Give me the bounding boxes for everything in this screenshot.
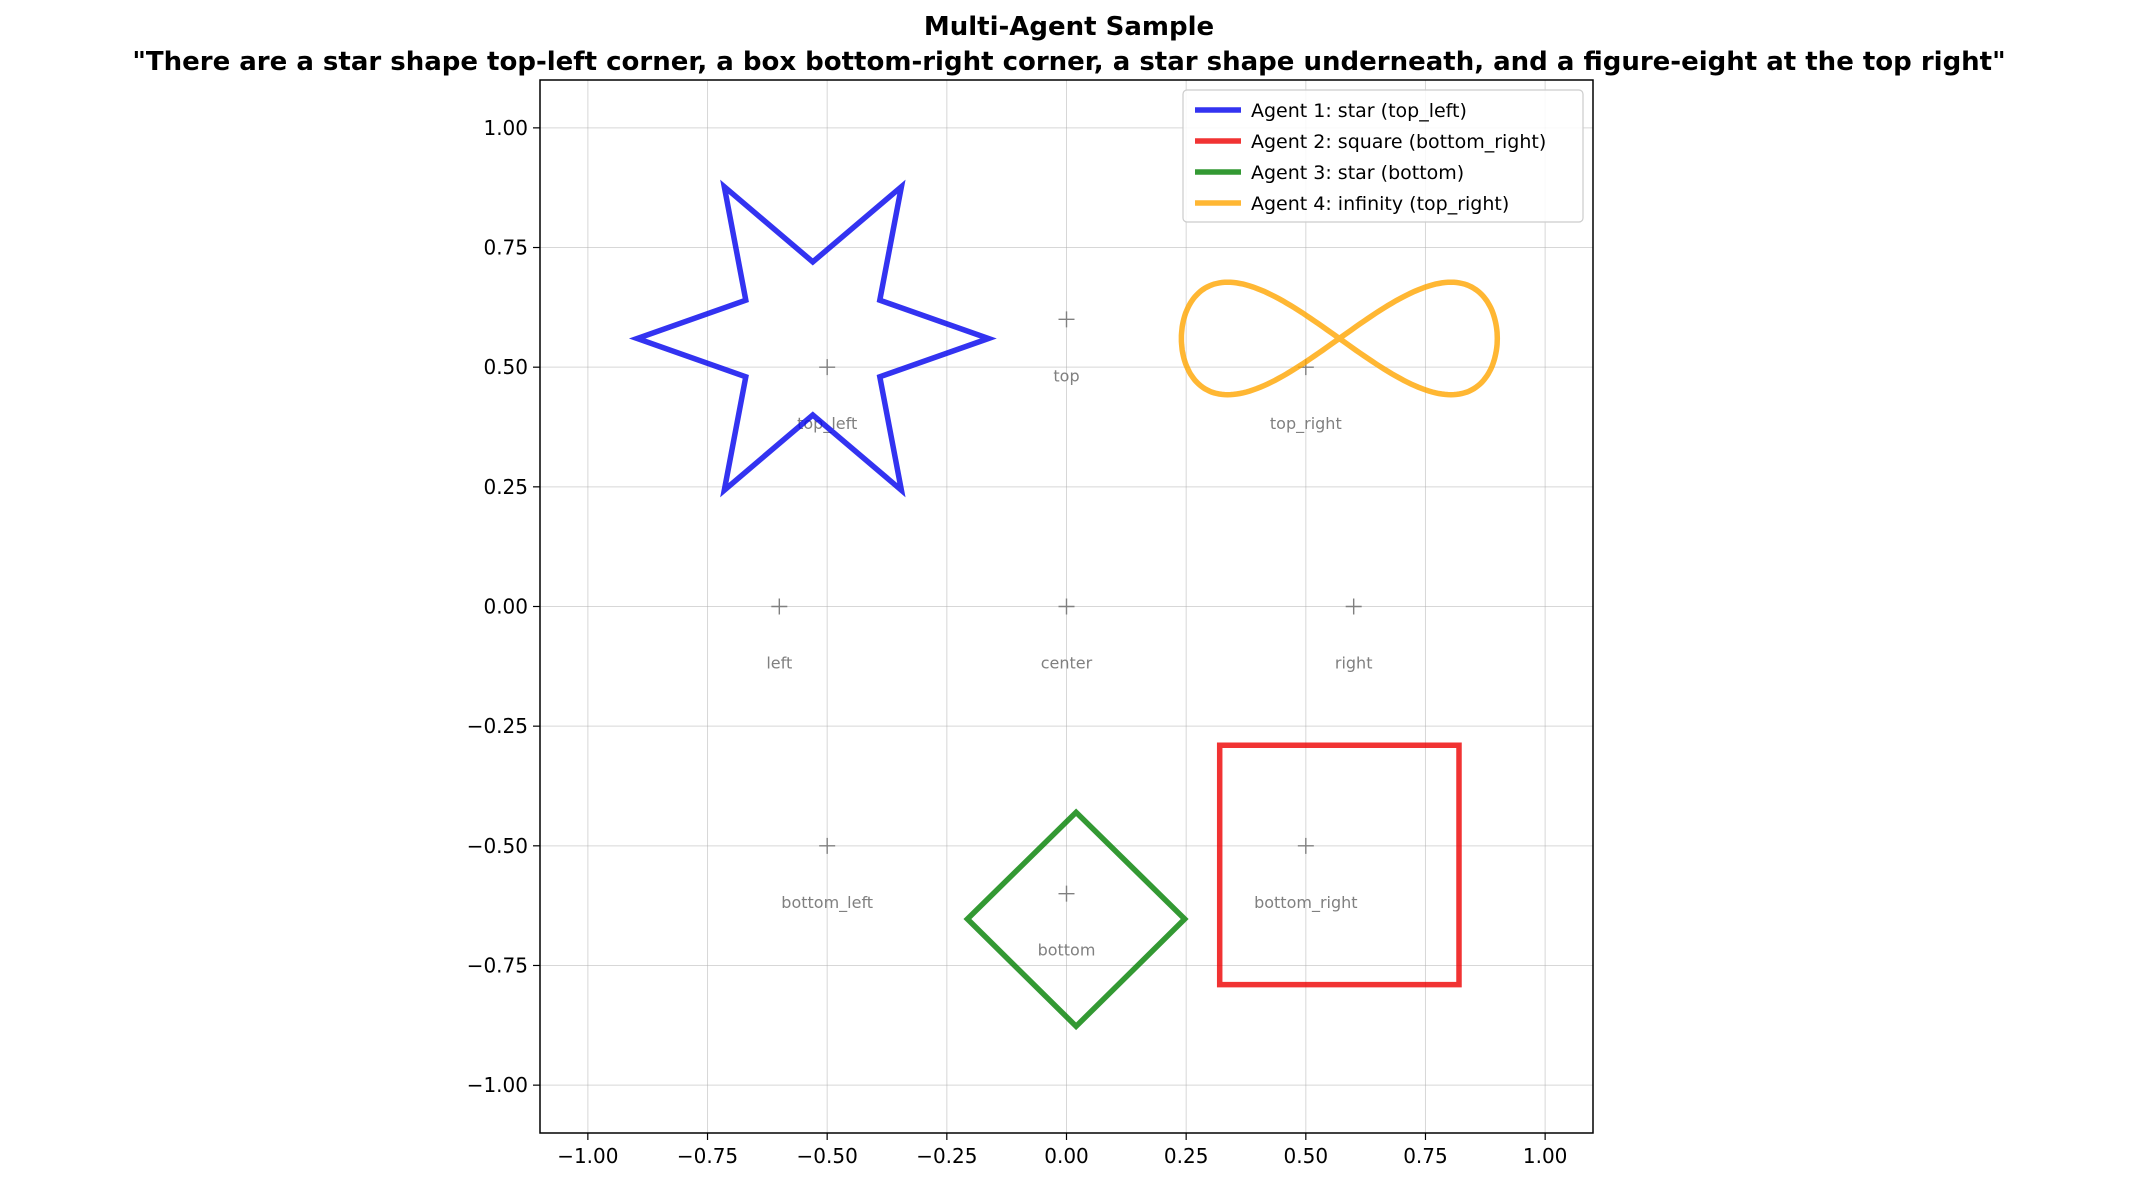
position-marker-label: bottom: [1038, 941, 1096, 960]
y-tick-label: 0.75: [483, 236, 528, 260]
y-tick-label: 0.00: [483, 595, 528, 619]
x-tick-label: −0.75: [677, 1144, 738, 1168]
x-tick-label: −0.25: [916, 1144, 977, 1168]
x-tick-label: 0.00: [1044, 1144, 1089, 1168]
legend-label-agent-2: Agent 2: square (bottom_right): [1251, 131, 1546, 153]
y-tick-label: −0.50: [467, 834, 528, 858]
position-marker-label: bottom_right: [1254, 893, 1357, 913]
y-tick-label: −0.25: [467, 714, 528, 738]
y-tick-label: −0.75: [467, 953, 528, 977]
legend-label-agent-1: Agent 1: star (top_left): [1251, 100, 1467, 122]
legend-label-agent-3: Agent 3: star (bottom): [1251, 162, 1464, 184]
y-tick-label: 0.50: [483, 355, 528, 379]
position-marker-label: top: [1053, 366, 1079, 385]
x-tick-label: 0.50: [1284, 1144, 1329, 1168]
series-line-agent-4: [1178, 279, 1501, 398]
position-marker: [1345, 598, 1362, 615]
series-shapes: [628, 179, 1501, 1031]
position-marker-label: center: [1041, 654, 1093, 673]
position-marker-label: left: [766, 654, 792, 673]
axis-ticks: −1.00 −0.75 −0.50 −0.25 0.00 0.25 0.50 0.75 1.00…: [467, 116, 1568, 1168]
series-line-agent-2: [1216, 742, 1462, 988]
legend-label-agent-4: Agent 4: infinity (top_right): [1251, 193, 1509, 215]
position-marker: [1058, 885, 1075, 902]
x-tick-label: −0.50: [797, 1144, 858, 1168]
position-marker: [1297, 837, 1314, 854]
position-marker: [1058, 598, 1075, 615]
y-tick-label: −1.00: [467, 1073, 528, 1097]
x-tick-label: −1.00: [557, 1144, 618, 1168]
chart-subtitle: "There are a star shape top-left corner,…: [132, 47, 2005, 77]
position-marker: [771, 598, 788, 615]
position-marker: [819, 837, 836, 854]
series-line-agent-3: [963, 808, 1189, 1031]
chart-title: Multi-Agent Sample: [924, 12, 1214, 42]
legend: Agent 1: star (top_left) Agent 2: square …: [1182, 89, 1584, 223]
y-tick-label: 0.25: [483, 475, 528, 499]
position-marker-label: bottom_left: [781, 893, 873, 913]
legend-box: [1182, 89, 1584, 223]
x-tick-label: 0.25: [1164, 1144, 1209, 1168]
x-tick-label: 1.00: [1523, 1144, 1568, 1168]
y-tick-label: 1.00: [483, 116, 528, 140]
position-marker: [819, 359, 836, 376]
x-tick-label: 0.75: [1403, 1144, 1448, 1168]
series-line-agent-1: [628, 179, 997, 498]
position-marker-label: top_right: [1270, 414, 1342, 434]
position-marker: [1058, 311, 1075, 328]
position-marker-label: right: [1335, 654, 1373, 673]
